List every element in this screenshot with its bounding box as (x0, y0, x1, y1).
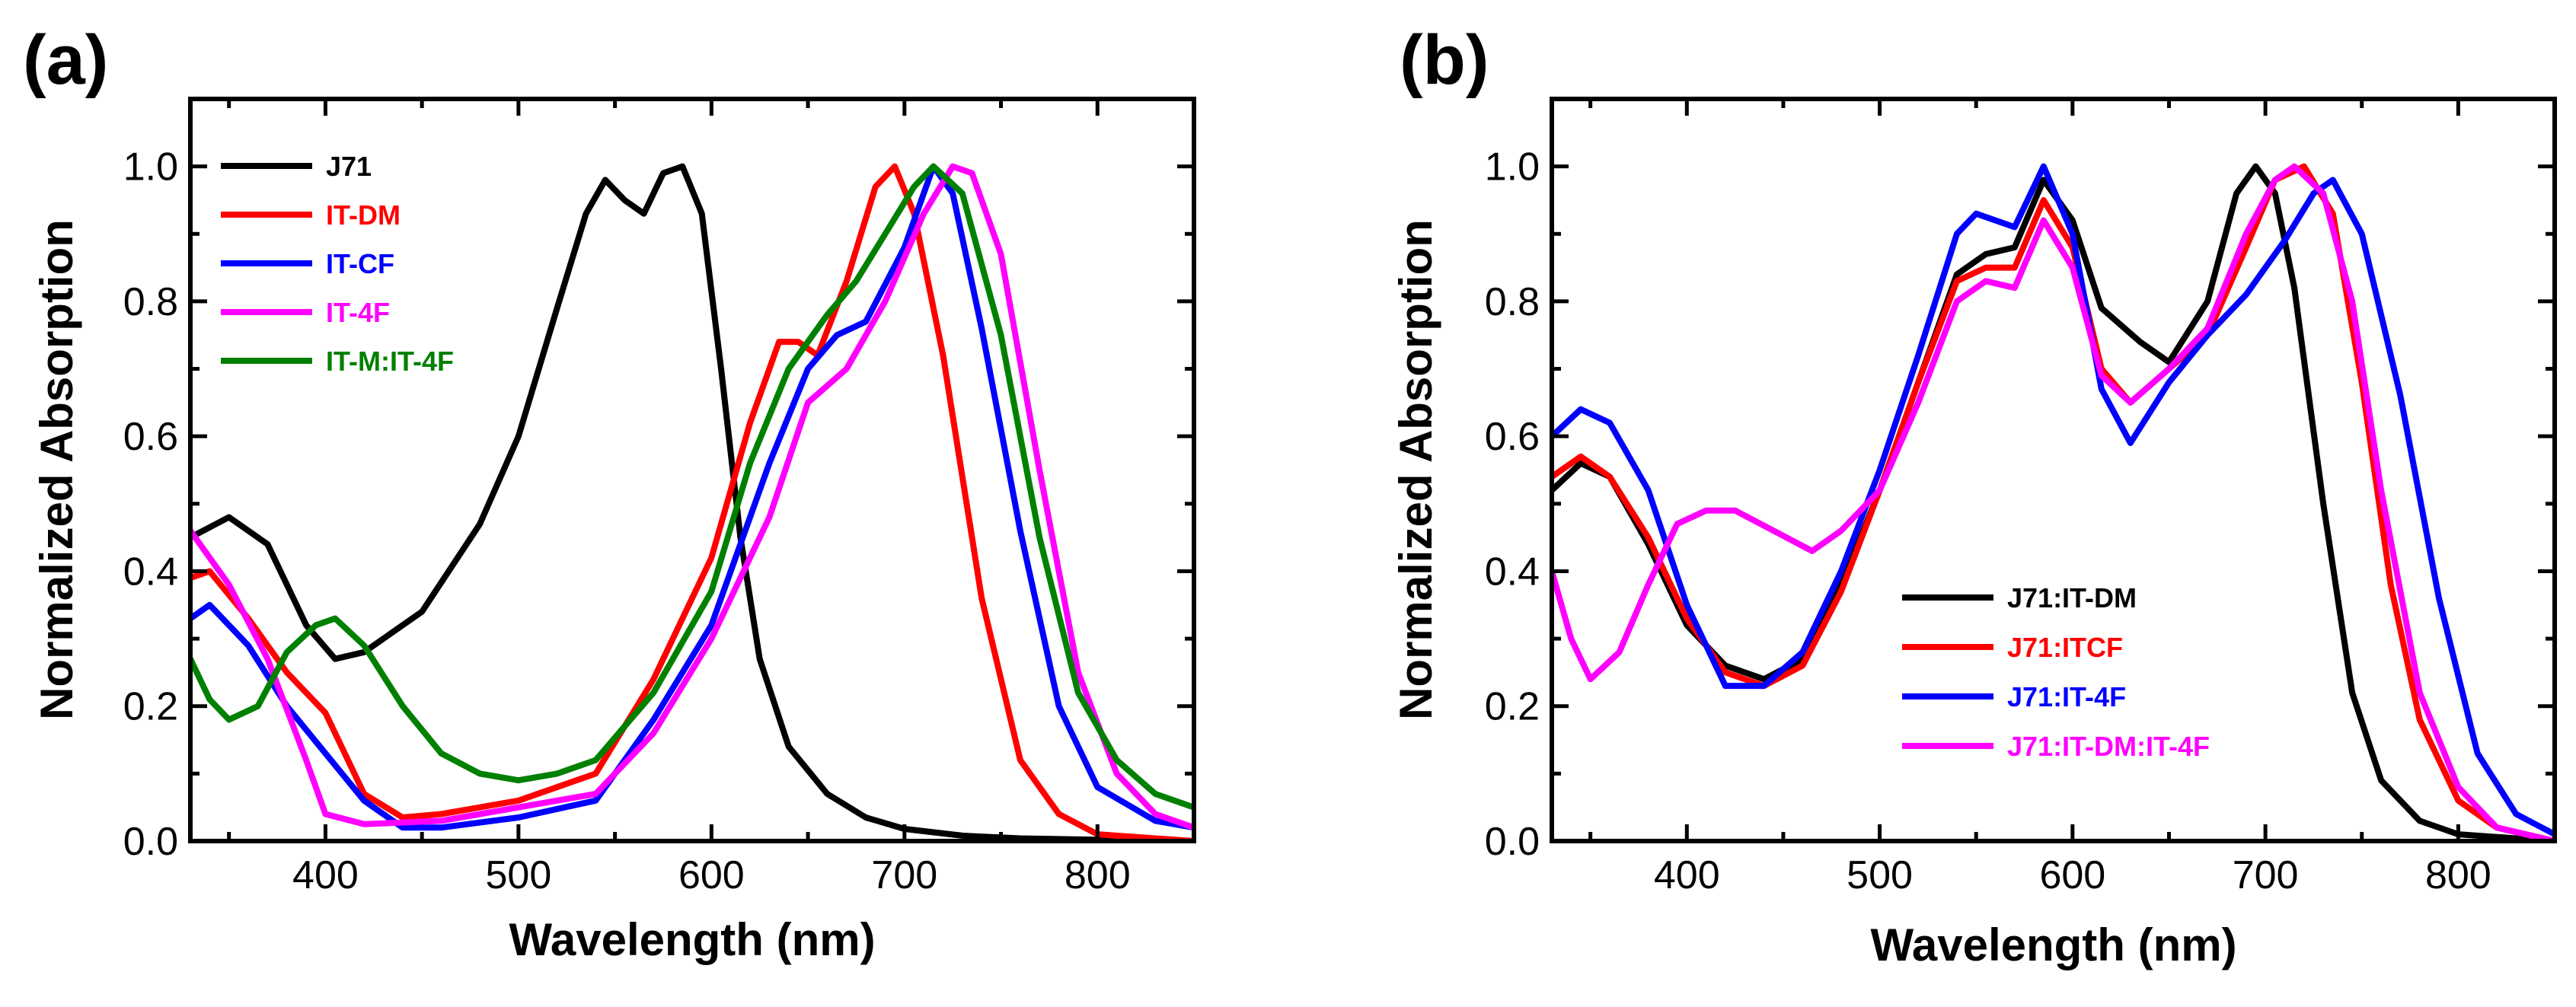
plot-frame (188, 97, 1196, 843)
y-tick-label: 0.6 (1485, 415, 1540, 459)
y-tick-label: 0.0 (123, 820, 178, 864)
y-tick-label: 0.0 (1485, 820, 1540, 864)
legend-label: IT-4F (326, 297, 390, 328)
y-tick-label: 0.2 (1485, 685, 1540, 729)
series-group (1552, 163, 2555, 841)
legend-label: J71 (326, 151, 372, 182)
y-tick-label: 0.4 (123, 550, 178, 594)
y-tick-label: 1.0 (123, 145, 178, 190)
y-tick-label: 0.8 (1485, 280, 1540, 324)
legend-label: IT-DM (326, 199, 401, 231)
plot-frame (1550, 97, 2557, 843)
series-line-it-cf (190, 163, 1194, 831)
panel-a: (a) 400 500 600 700 800 0.0 0.2 0.4 0.6 0.8 1.0 Wave… (23, 21, 1196, 965)
legend-label: IT-CF (326, 248, 394, 279)
x-tick-label: 400 (1654, 853, 1720, 897)
y-axis-title: Normalized Absorption (1390, 219, 1441, 720)
series-line-it-m-it-4f (190, 163, 1194, 811)
series-line-j71-it-dm-it-4f (1552, 163, 2555, 841)
x-tick-label: 400 (292, 853, 359, 897)
y-tick-label: 0.6 (123, 415, 178, 459)
y-tick-label: 0.2 (123, 685, 178, 729)
legend: J71:IT-DM J71:ITCF J71:IT-4F J71:IT-DM:IT-4… (1902, 582, 2210, 762)
panel-b: (b) 400 500 600 700 800 0.0 0.2 0.4 0.6 0.8 1.0 Wave… (1390, 21, 2557, 970)
y-tick-label: 0.4 (1485, 550, 1540, 594)
x-tick-label: 600 (2039, 853, 2105, 897)
series-line-it-dm (190, 163, 1194, 841)
panel-label: (a) (23, 21, 108, 99)
series-group (190, 163, 1194, 841)
series-line-j71 (190, 163, 1194, 841)
legend: J71 IT-DM IT-CF IT-4F IT-M:IT-4F (221, 151, 454, 377)
x-tick-label: 700 (2233, 853, 2299, 897)
legend-label: J71:IT-4F (2007, 681, 2126, 712)
y-tick-label: 1.0 (1485, 145, 1540, 190)
series-line-j71-itcf (1552, 163, 2555, 841)
legend-label: J71:IT-DM:IT-4F (2007, 731, 2210, 762)
x-tick-label: 600 (678, 853, 745, 897)
legend-label: J71:ITCF (2007, 632, 2123, 663)
x-tick-label: 500 (486, 853, 552, 897)
series-line-it-4f (190, 163, 1194, 831)
x-tick-label: 800 (1065, 853, 1131, 897)
x-axis-title: Wavelength (nm) (1870, 919, 2236, 970)
y-axis-title: Normalized Absorption (31, 219, 82, 720)
legend-label: J71:IT-DM (2007, 582, 2137, 613)
series-line-j71-it-4f (1552, 163, 2555, 838)
x-tick-label: 800 (2425, 853, 2491, 897)
panel-label: (b) (1400, 21, 1489, 99)
x-tick-label: 700 (871, 853, 937, 897)
legend-label: IT-M:IT-4F (326, 346, 454, 377)
x-tick-label: 500 (1847, 853, 1913, 897)
y-tick-label: 0.8 (123, 280, 178, 324)
x-axis-title: Wavelength (nm) (509, 914, 875, 965)
